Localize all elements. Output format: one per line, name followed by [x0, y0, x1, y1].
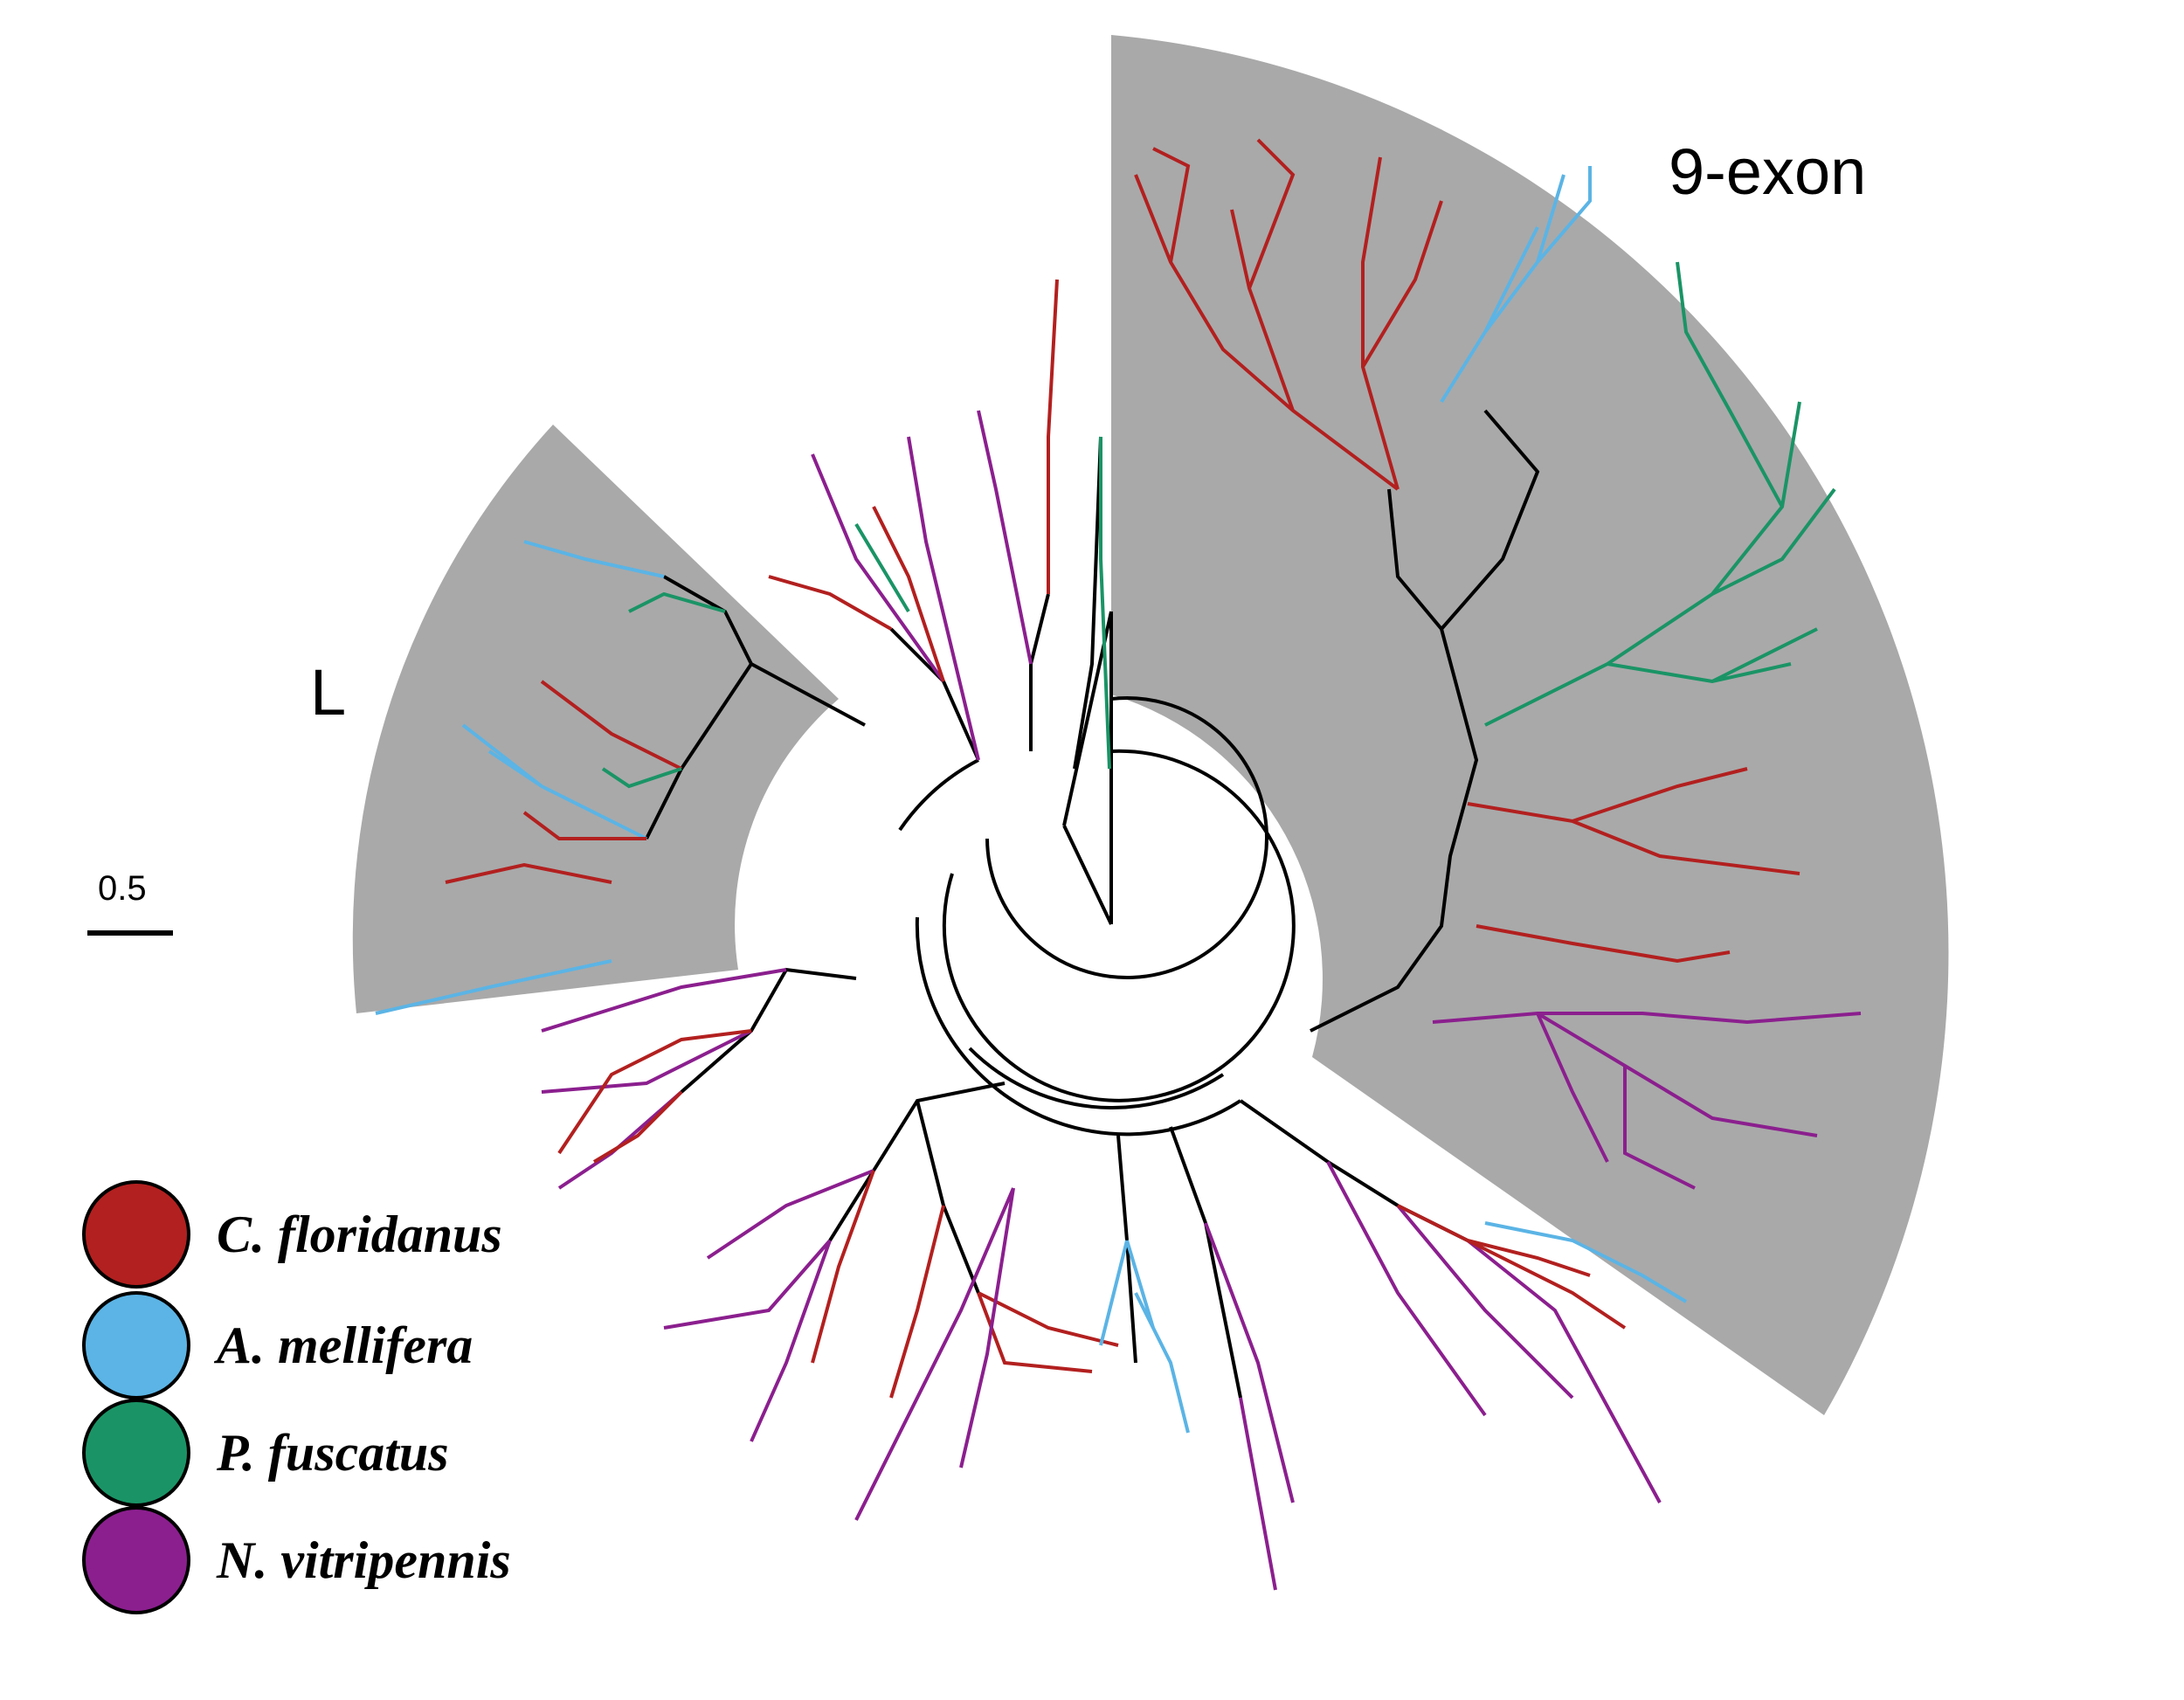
branch-cluster-green-9exon — [1484, 261, 1836, 727]
branch-cluster-red-left — [557, 1029, 752, 1164]
backbone-top — [1073, 436, 1102, 770]
L-clade-label: L — [310, 656, 346, 729]
branch-cluster-blue-bottom-right — [1484, 1221, 1688, 1303]
backbone-bottom-left — [828, 1082, 1006, 1294]
inner-ring-1 — [985, 696, 1268, 979]
legend-swatch-n-vitripennis — [82, 1506, 190, 1614]
branch-cluster-top-green — [854, 437, 1111, 770]
branch-cluster-top-left — [811, 410, 1033, 761]
species-legend: C. floridanus A. mellifera P. fuscatus N… — [82, 1180, 511, 1614]
backbone-9exon — [1310, 488, 1479, 1033]
branch-cluster-purple-bottom-left — [663, 1169, 874, 1442]
branch-cluster-green-L — [601, 591, 726, 789]
L-clade-highlight — [352, 425, 840, 1013]
branch-cluster-red-9exon — [1134, 138, 1443, 491]
branch-cluster-top-red — [768, 279, 1059, 682]
branch-cluster-purple-bottom — [854, 1187, 1015, 1521]
branch-cluster-red-bottom-right — [1397, 1204, 1627, 1330]
branch-cluster-blue-9exon — [1440, 166, 1592, 404]
scale-bar: 0.5 — [87, 869, 173, 936]
legend-label-a-mellifera: A. mellifera — [213, 1316, 473, 1374]
nine-exon-clade-highlight — [1111, 35, 1949, 1415]
nine-exon-clade-label: 9-exon — [1669, 135, 1866, 208]
backbone-9exon-b — [1440, 409, 1540, 631]
backbone-left — [680, 967, 857, 1094]
legend-swatch-p-fuscatus — [82, 1399, 190, 1507]
inner-ring-4 — [898, 758, 979, 832]
branch-cluster-purple-9exon — [1432, 1012, 1862, 1190]
legend-swatch-a-mellifera — [82, 1291, 190, 1399]
scale-bar-label: 0.5 — [98, 869, 147, 908]
inner-ring-3 — [915, 916, 1242, 1137]
branch-cluster-purple-bottom-right — [1204, 1161, 1662, 1591]
branch-cluster-red-L — [445, 680, 682, 884]
tree-backbone — [645, 409, 1540, 1399]
inner-ring-2 — [942, 749, 1296, 1102]
legend-swatch-c-floridanus — [82, 1180, 190, 1289]
branch-cluster-purple-left — [541, 968, 787, 1190]
backbone-top-left — [889, 593, 1050, 761]
branch-cluster-red-bottom-left — [811, 1170, 1119, 1399]
legend-label-n-vitripennis: N. vitripennis — [216, 1531, 511, 1589]
clade-highlights — [352, 35, 1949, 1415]
branch-cluster-mixed-9exon — [1467, 767, 1800, 964]
branch-cluster-blue-L — [375, 540, 665, 1015]
inner-ring-5 — [968, 1047, 1225, 1109]
tree-branches — [375, 138, 1862, 1591]
legend-label-p-fuscatus: P. fuscatus — [216, 1424, 449, 1482]
legend-label-c-floridanus: C. floridanus — [217, 1206, 502, 1263]
branch-cluster-blue-bottom — [1099, 1240, 1190, 1434]
